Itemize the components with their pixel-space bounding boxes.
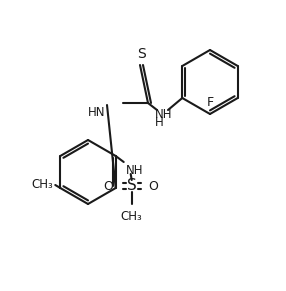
- Text: CH₃: CH₃: [31, 178, 53, 191]
- Text: S: S: [137, 47, 145, 61]
- Text: H: H: [155, 116, 164, 129]
- Text: NH: NH: [126, 164, 143, 177]
- Text: O: O: [149, 180, 159, 193]
- Text: O: O: [103, 180, 113, 193]
- Text: HN: HN: [88, 106, 105, 119]
- Text: F: F: [206, 96, 214, 109]
- Text: CH₃: CH₃: [121, 210, 143, 223]
- Text: NH: NH: [155, 108, 172, 121]
- Text: S: S: [127, 178, 137, 194]
